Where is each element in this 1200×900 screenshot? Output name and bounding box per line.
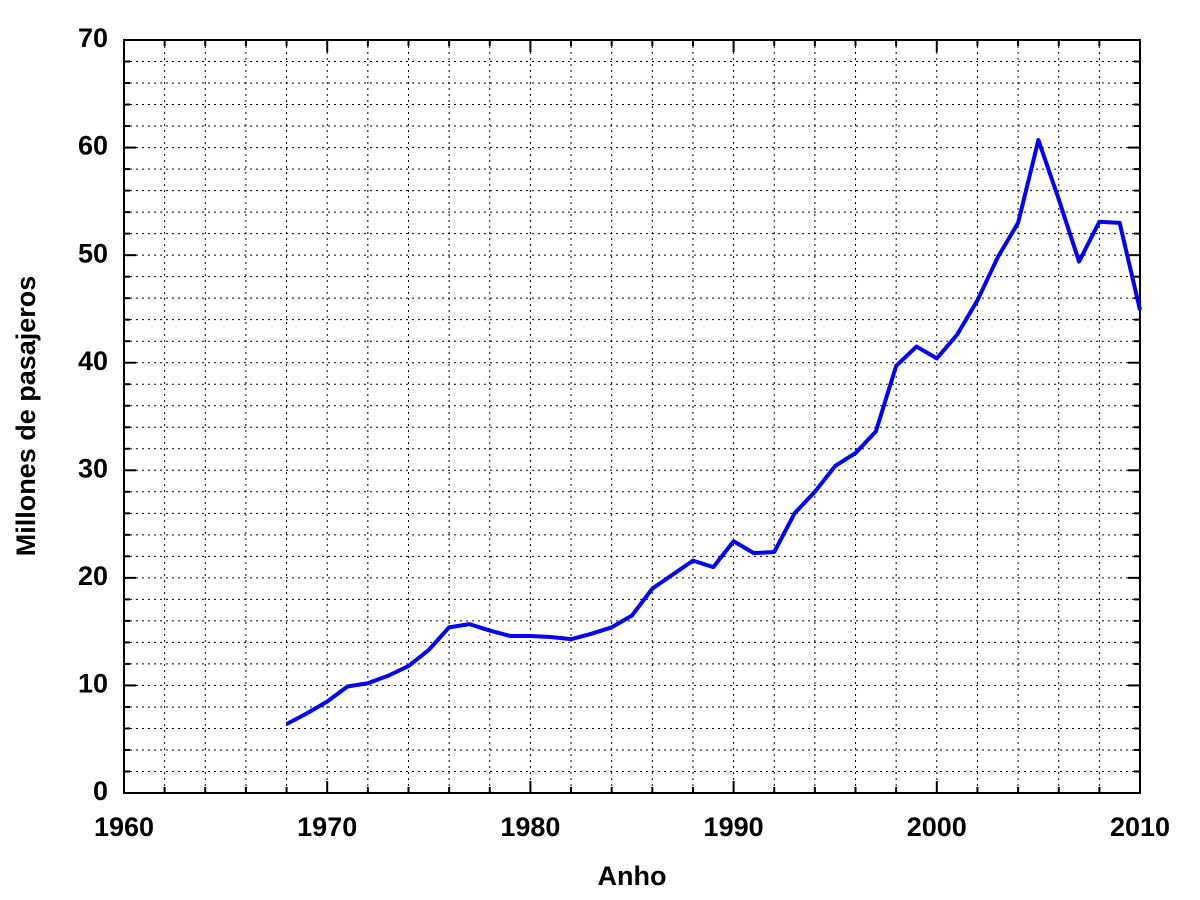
x-tick-label: 2010 [1110,812,1170,842]
y-tick-label: 30 [78,453,108,483]
data-line [285,138,1142,726]
y-tick-label: 0 [93,776,108,806]
x-tick-label: 1960 [94,812,154,842]
x-tick-label: 2000 [907,812,967,842]
y-tick-label: 50 [78,238,108,268]
y-tick-label: 40 [78,346,108,376]
x-tick-label: 1970 [297,812,357,842]
y-axis-label: Millones de pasajeros [11,276,41,557]
y-tick-label: 60 [78,131,108,161]
x-tick-label: 1990 [704,812,764,842]
x-tick-label: 1980 [500,812,560,842]
plot-frame [123,39,1141,794]
y-tick-label: 70 [78,23,108,53]
x-axis-label: Anho [598,861,667,891]
y-tick-label: 20 [78,561,108,591]
y-tick-label: 10 [78,669,108,699]
